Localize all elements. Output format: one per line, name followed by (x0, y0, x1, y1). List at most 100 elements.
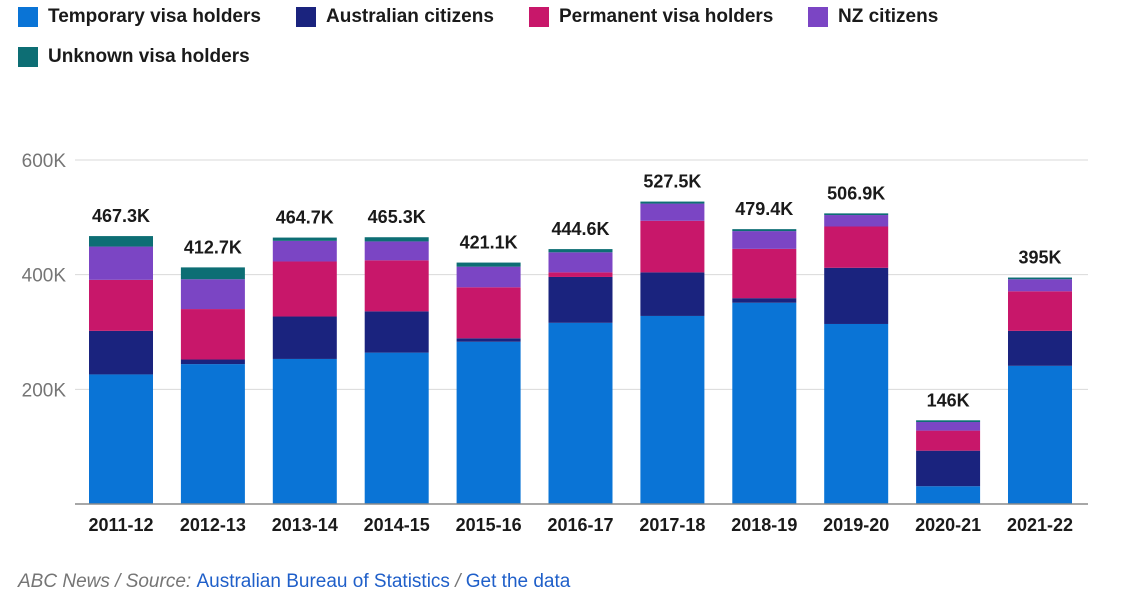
total-label: 479.4K (735, 199, 793, 219)
bar-segment (89, 330, 153, 375)
legend-label: Australian citizens (326, 6, 494, 27)
bar-segment (640, 220, 705, 273)
bar-segment (640, 315, 705, 504)
bar-segment (824, 215, 889, 227)
x-tick-label: 2014-15 (364, 515, 430, 535)
legend-item-unknown: Unknown visa holders (18, 46, 250, 68)
legend-item-nz: NZ citizens (808, 6, 938, 28)
x-tick-label: 2011-12 (88, 515, 153, 535)
bar-segment (548, 272, 613, 277)
bar-segment (89, 236, 153, 247)
bar-segment (824, 226, 889, 268)
bar-segment (916, 422, 981, 431)
y-tick-label: 600K (22, 151, 67, 172)
x-tick-label: 2020-21 (915, 515, 981, 535)
bar-segment (732, 302, 797, 504)
bar-segment (180, 309, 245, 360)
legend-label: Temporary visa holders (48, 6, 261, 27)
bar-segment (1008, 279, 1072, 292)
bar-segment (548, 249, 613, 253)
x-tick-label: 2021-22 (1007, 515, 1073, 535)
total-label: 464.7K (276, 208, 334, 228)
bar-segment (180, 359, 245, 365)
legend-swatch (808, 7, 828, 27)
bar-segment (364, 237, 429, 242)
total-label: 421.1K (460, 233, 518, 253)
bar-segment (180, 279, 245, 310)
bar-segment (456, 341, 521, 504)
bar-segment (456, 266, 521, 288)
bar-segment (548, 276, 613, 323)
bar-segment (916, 430, 981, 451)
bar-segment (364, 241, 429, 261)
bar-segment (272, 237, 337, 241)
total-label: 444.6K (551, 219, 609, 239)
total-label: 412.7K (184, 237, 242, 257)
total-label: 527.5K (643, 172, 701, 192)
bar-segment (364, 352, 429, 504)
x-tick-label: 2015-16 (456, 515, 522, 535)
legend-label: Unknown visa holders (48, 46, 250, 67)
legend-swatch (18, 47, 38, 67)
bar-segment (456, 262, 521, 267)
total-label: 465.3K (368, 207, 426, 227)
x-tick-label: 2013-14 (272, 515, 338, 535)
x-tick-label: 2017-18 (639, 515, 705, 535)
bar-segment (732, 298, 797, 303)
legend-item-temporary: Temporary visa holders (18, 6, 261, 28)
legend-item-australian: Australian citizens (296, 6, 494, 28)
legend-swatch (296, 7, 316, 27)
bar-segment (1008, 330, 1072, 366)
bar-segment (824, 267, 889, 324)
bar-segment (89, 246, 153, 280)
bar-segment (272, 358, 337, 504)
legend-label: NZ citizens (838, 6, 939, 27)
bar-segment (732, 231, 797, 249)
bar-segment (548, 322, 613, 504)
bar-segment (548, 252, 613, 273)
legend-item-permanent: Permanent visa holders (529, 6, 773, 28)
bar-segment (916, 450, 981, 487)
bar-segment (180, 364, 245, 504)
x-tick-label: 2019-20 (823, 515, 889, 535)
bar-segment (640, 272, 705, 316)
bar-segment (1008, 277, 1072, 280)
bar-segment (1008, 291, 1072, 331)
bar-segment (916, 420, 981, 423)
x-tick-label: 2018-19 (731, 515, 797, 535)
y-tick-label: 200K (22, 380, 67, 401)
bar-segment (180, 267, 245, 280)
bar-segment (916, 486, 981, 504)
legend-swatch (529, 7, 549, 27)
bar-segment (640, 201, 705, 204)
legend-label: Permanent visa holders (559, 6, 774, 27)
bar-segment (364, 311, 429, 353)
footer: ABC News / Source: Australian Bureau of … (18, 571, 570, 593)
y-tick-label: 400K (22, 266, 67, 287)
total-label: 467.3K (92, 206, 150, 226)
bar-segment (272, 261, 337, 317)
x-tick-label: 2016-17 (547, 515, 613, 535)
bar-segment (640, 203, 705, 221)
bar-segment (456, 287, 521, 339)
bar-segment (824, 213, 889, 216)
bar-segment (89, 279, 153, 331)
bar-segment (89, 374, 153, 504)
bar-segment (1008, 365, 1072, 504)
bar-segment (272, 316, 337, 359)
bar-segment (364, 260, 429, 312)
source-link[interactable]: Australian Bureau of Statistics (196, 571, 450, 592)
legend-swatch (18, 7, 38, 27)
total-label: 506.9K (827, 183, 885, 203)
footer-source-prefix: ABC News / Source: (18, 571, 197, 592)
total-label: 146K (927, 390, 970, 410)
get-data-link[interactable]: Get the data (465, 571, 571, 592)
bar-segment (272, 240, 337, 262)
bar-segment (732, 248, 797, 299)
total-label: 395K (1018, 248, 1061, 268)
footer-separator: / (449, 571, 466, 592)
bar-segment (824, 323, 889, 504)
bar-segment (456, 338, 521, 342)
stacked-bar-chart: 200K 400K 600K 467.3K 2011-12 412.7K 2012-13 46… (22, 151, 1088, 535)
bar-segment (732, 229, 797, 232)
